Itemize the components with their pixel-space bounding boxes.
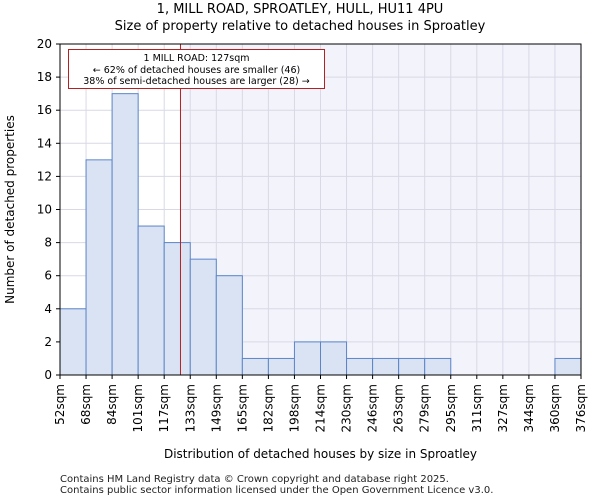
x-tick-label: 198sqm [287, 384, 301, 432]
histogram-bar [85, 159, 113, 376]
histogram-bar [320, 341, 348, 376]
y-tick-label: 14 [37, 136, 52, 150]
histogram-bar [241, 357, 269, 376]
x-tick-label: 149sqm [209, 384, 223, 432]
histogram-bar [59, 308, 87, 376]
histogram-bar [424, 357, 452, 376]
histogram-bar [163, 242, 191, 376]
histogram-bar [215, 275, 243, 376]
x-tick-label: 376sqm [574, 384, 588, 432]
x-tick-label: 165sqm [235, 384, 249, 432]
x-tick-label: 263sqm [392, 384, 406, 432]
x-tick-label: 101sqm [131, 384, 145, 432]
y-tick-label: 0 [44, 368, 52, 382]
histogram-bar [398, 357, 426, 376]
x-tick-label: 182sqm [261, 384, 275, 432]
x-tick-label: 279sqm [418, 384, 432, 432]
histogram-bar [111, 93, 139, 376]
y-axis-label: Number of detached properties [3, 115, 17, 304]
x-tick-label: 68sqm [79, 384, 93, 425]
annotation-line-2: ← 62% of detached houses are smaller (46… [92, 64, 301, 76]
footer-line-2: Contains public sector information licen… [60, 485, 494, 496]
y-tick-label: 12 [37, 169, 52, 183]
y-tick-label: 20 [37, 37, 52, 51]
footer-line-1: Contains HM Land Registry data © Crown c… [60, 474, 449, 485]
histogram-bar [137, 225, 165, 376]
annotation-line-1: 1 MILL ROAD: 127sqm [143, 53, 250, 64]
x-tick-label: 327sqm [496, 384, 510, 432]
annotation-box: 1 MILL ROAD: 127sqm ← 62% of detached ho… [68, 49, 325, 89]
x-tick-label: 133sqm [183, 384, 197, 432]
histogram-bar [372, 357, 400, 376]
histogram-bar [267, 357, 295, 376]
histogram-bar [554, 357, 582, 376]
y-tick-label: 8 [44, 236, 52, 250]
x-axis-label: Distribution of detached houses by size … [164, 447, 477, 461]
y-tick-label: 4 [44, 302, 52, 316]
x-tick-label: 230sqm [340, 384, 354, 432]
histogram-bar [293, 341, 322, 376]
annotation-line-3: 38% of semi-detached houses are larger (… [83, 76, 310, 87]
y-tick-label: 18 [37, 70, 52, 84]
x-tick-label: 360sqm [548, 384, 562, 432]
chart-title: 1, MILL ROAD, SPROATLEY, HULL, HU11 4PU [156, 2, 444, 17]
x-tick-label: 117sqm [157, 384, 171, 432]
x-tick-label: 246sqm [366, 384, 380, 432]
chart-subtitle: Size of property relative to detached ho… [114, 19, 486, 34]
x-tick-label: 344sqm [522, 384, 536, 432]
x-tick-label: 214sqm [314, 384, 328, 432]
y-tick-label: 2 [44, 335, 52, 349]
x-tick-label: 84sqm [105, 384, 119, 425]
x-tick-label: 311sqm [470, 384, 484, 432]
x-tick-label: 52sqm [53, 384, 67, 425]
histogram-bar [346, 357, 374, 376]
histogram-bar [189, 258, 217, 376]
y-tick-label: 6 [44, 269, 52, 283]
y-tick-label: 16 [37, 103, 52, 117]
y-tick-label: 10 [37, 203, 52, 217]
x-tick-label: 295sqm [444, 384, 458, 432]
